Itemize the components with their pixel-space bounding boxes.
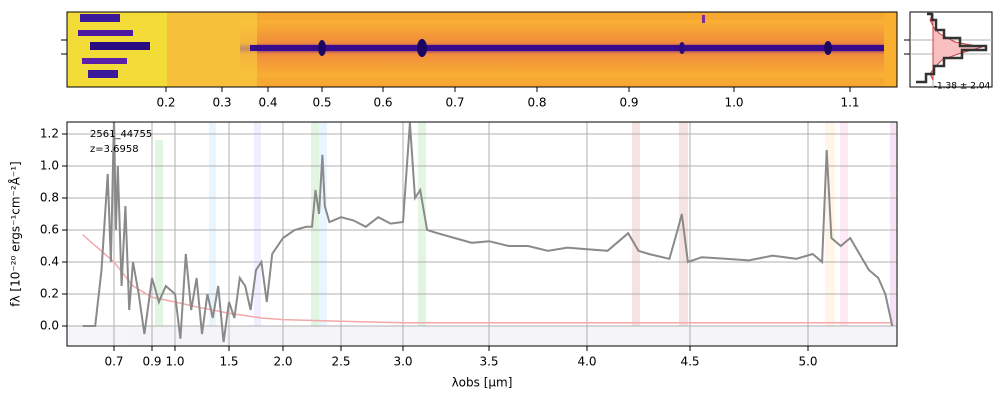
x-tick-label: 3.0 xyxy=(393,355,412,369)
plot-area xyxy=(67,122,897,346)
spectrum-image xyxy=(61,11,898,88)
x-tick-label: 4.0 xyxy=(577,355,596,369)
y-tick-label: 1.2 xyxy=(40,127,59,141)
x-tick-label: 0.3 xyxy=(212,96,231,110)
hist-annotation: -1.38 ± 2.04 xyxy=(934,82,991,92)
spectrum-line xyxy=(82,122,894,343)
x-tick-label: 5.0 xyxy=(798,355,817,369)
annotation: z=3.6958 xyxy=(90,144,139,155)
x-tick-label: 1.5 xyxy=(219,355,238,369)
x-tick-label: 0.2 xyxy=(156,96,175,110)
x-tick-label: 1.0 xyxy=(165,355,184,369)
y-tick-label: 0.6 xyxy=(40,223,59,237)
y-tick-label: 0.2 xyxy=(40,287,59,301)
x-axis-label: λobs [μm] xyxy=(452,376,513,390)
y-axis-label: fλ [10⁻²⁰ ergs⁻¹cm⁻²Å⁻¹] xyxy=(8,161,23,306)
y-tick-label: 0.8 xyxy=(40,191,59,205)
x-tick-label: 0.7 xyxy=(445,96,464,110)
annotation: 2561_44755 xyxy=(90,129,152,140)
x-tick-label: 0.5 xyxy=(312,96,331,110)
y-tick-label: 0.4 xyxy=(40,255,59,269)
y-tick-label: 0.0 xyxy=(40,319,59,333)
x-tick-label: 0.8 xyxy=(527,96,546,110)
x-tick-label: 0.9 xyxy=(619,96,638,110)
histogram-panel: -1.38 ± 2.04 xyxy=(904,11,993,92)
plot-layer xyxy=(67,122,897,346)
plot-frame xyxy=(66,121,898,347)
x-tick-label: 0.4 xyxy=(258,96,277,110)
x-tick-label: 2.0 xyxy=(273,355,292,369)
x-tick-label: 0.7 xyxy=(104,355,123,369)
x-tick-label: 0.9 xyxy=(142,355,161,369)
x-tick-label: 0.6 xyxy=(373,96,392,110)
x-tick-label: 1.1 xyxy=(840,96,859,110)
spectrum-line xyxy=(82,234,893,324)
x-tick-label: 3.5 xyxy=(479,355,498,369)
x-tick-label: 1.0 xyxy=(724,96,743,110)
x-tick-label: 4.5 xyxy=(680,355,699,369)
y-tick-label: 1.0 xyxy=(40,159,59,173)
x-tick-label: 2.5 xyxy=(331,355,350,369)
